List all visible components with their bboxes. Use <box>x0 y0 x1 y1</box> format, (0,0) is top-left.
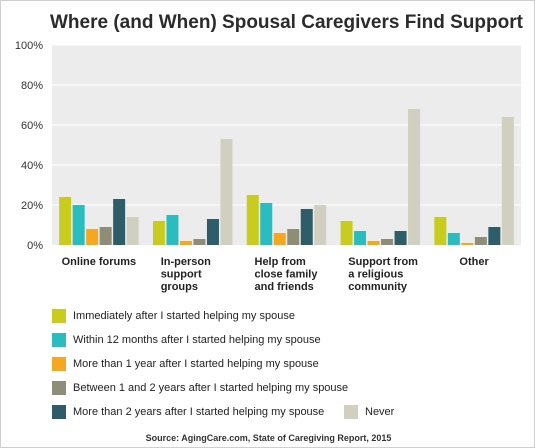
legend-item: Never <box>344 405 394 419</box>
bar <box>152 221 165 245</box>
chart-title: Where (and When) Spousal Caregivers Find… <box>50 12 523 33</box>
bar <box>220 139 233 245</box>
bar <box>179 241 192 245</box>
legend-swatch <box>52 357 66 371</box>
bar <box>501 117 514 245</box>
x-category-label: In-person support groups <box>161 256 211 293</box>
bar <box>434 217 447 245</box>
legend-label: More than 1 year after I started helping… <box>73 358 319 370</box>
x-category-label: Online forums <box>62 256 137 268</box>
bar <box>206 219 219 245</box>
bar <box>193 239 206 245</box>
bar <box>113 199 126 245</box>
bar <box>488 227 501 245</box>
bar <box>461 243 474 245</box>
legend-label: Immediately after I started helping my s… <box>73 310 295 322</box>
y-tick-label: 0% <box>27 240 43 252</box>
y-tick-label: 40% <box>21 160 43 172</box>
legend-item: Within 12 months after I started helping… <box>52 333 321 347</box>
legend-swatch <box>344 405 358 419</box>
legend-swatch <box>52 381 66 395</box>
plot-area <box>52 45 521 245</box>
y-tick-label: 80% <box>21 80 43 92</box>
source-note: Source: AgingCare.com, State of Caregivi… <box>145 433 392 443</box>
bar <box>99 227 112 245</box>
legend-item: More than 2 years after I started helpin… <box>52 405 324 419</box>
bar <box>166 215 179 245</box>
bar <box>314 205 327 245</box>
x-category-label: Support from a religious community <box>348 256 418 293</box>
bar <box>86 229 99 245</box>
bar <box>287 229 300 245</box>
y-tick-label: 20% <box>21 200 43 212</box>
bar <box>273 233 286 245</box>
legend-item: More than 1 year after I started helping… <box>52 357 319 371</box>
bar <box>367 241 380 245</box>
bar <box>447 233 460 245</box>
legend-swatch <box>52 333 66 347</box>
bar <box>340 221 353 245</box>
bar <box>474 237 487 245</box>
bar <box>354 231 367 245</box>
bar <box>126 217 139 245</box>
legend-item: Immediately after I started helping my s… <box>52 309 295 323</box>
bar <box>246 195 259 245</box>
legend-swatch <box>52 405 66 419</box>
legend-label: More than 2 years after I started helpin… <box>73 406 325 418</box>
y-tick-label: 60% <box>21 120 43 132</box>
y-tick-label: 100% <box>15 40 43 52</box>
bar <box>381 239 394 245</box>
legend-item: Between 1 and 2 years after I started he… <box>52 381 348 395</box>
bar <box>72 205 85 245</box>
bar <box>408 109 421 245</box>
legend-label: Within 12 months after I started helping… <box>73 334 321 346</box>
x-category-label: Other <box>459 256 489 268</box>
bar <box>300 209 313 245</box>
bar <box>260 203 273 245</box>
bar <box>394 231 407 245</box>
bar <box>59 197 72 245</box>
legend-label: Never <box>365 406 395 418</box>
legend-label: Between 1 and 2 years after I started he… <box>73 382 349 394</box>
legend-swatch <box>52 309 66 323</box>
x-category-label: Help from close family and friends <box>255 256 319 293</box>
